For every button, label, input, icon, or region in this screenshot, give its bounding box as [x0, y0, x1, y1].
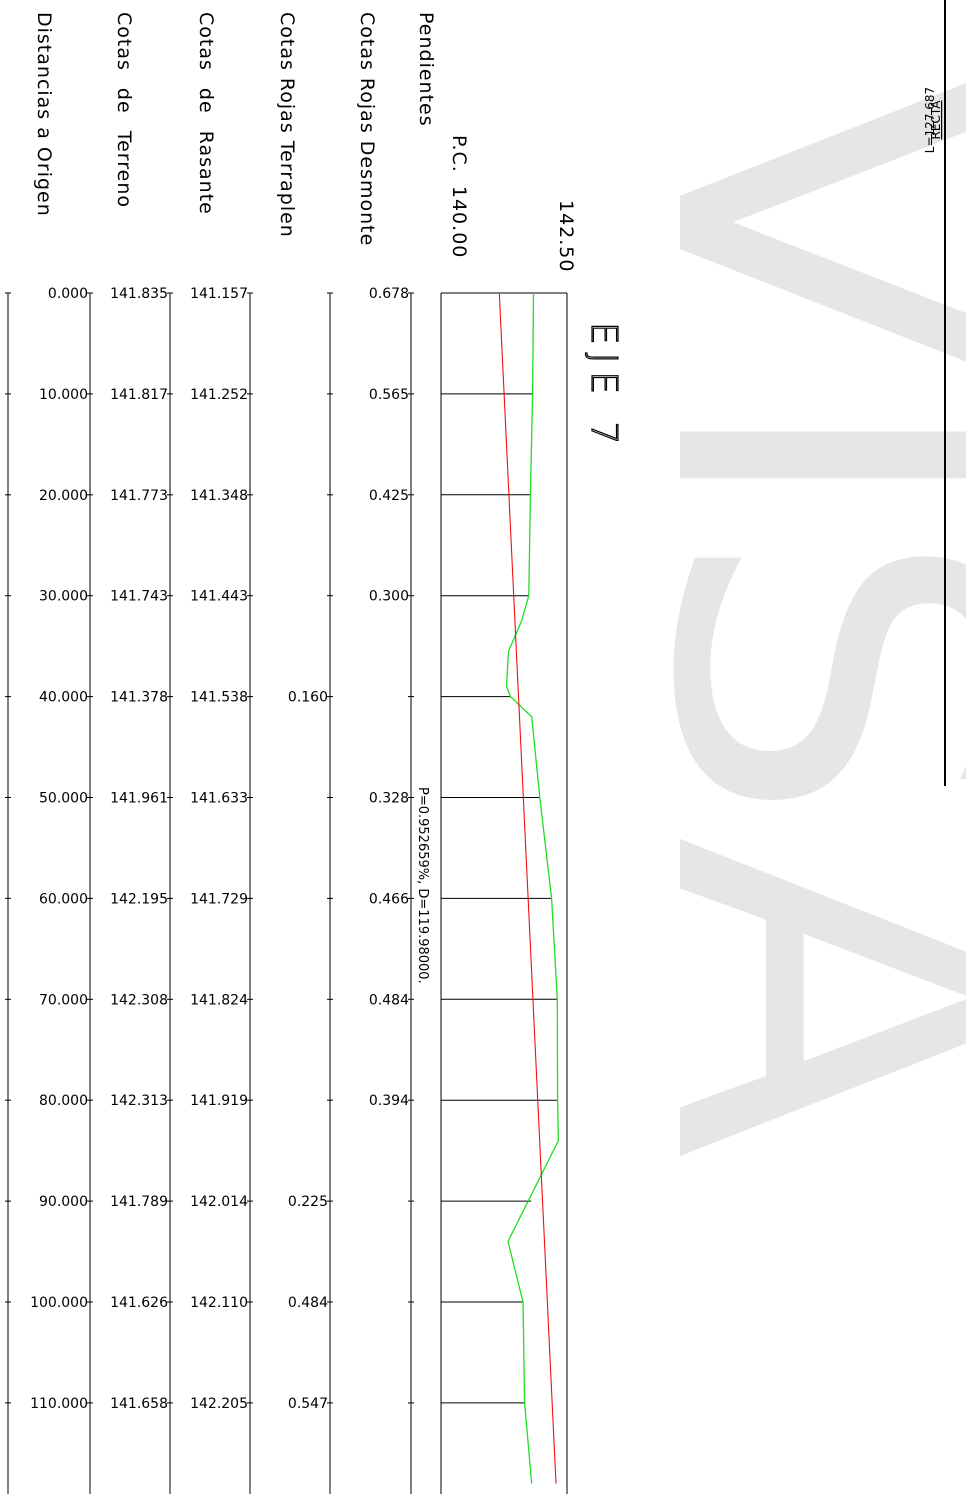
station-terraplen: 0.225	[288, 1194, 328, 1210]
profile-lines	[498, 292, 560, 1484]
station-terreno: 142.195	[110, 891, 168, 907]
alignment-length-label: L=127.687	[923, 87, 937, 153]
station-rasante: 141.157	[190, 286, 248, 302]
station-terreno: 142.308	[110, 992, 168, 1008]
station-terreno: 141.835	[110, 286, 168, 302]
station-terreno: 141.961	[110, 791, 168, 807]
station-distance: 50.000	[39, 791, 88, 807]
ground-profile-line	[505, 292, 560, 1484]
station-rasante: 141.443	[190, 589, 248, 605]
station-terreno: 141.743	[110, 589, 168, 605]
station-desmonte: 0.678	[369, 286, 409, 302]
station-distance: 70.000	[39, 992, 88, 1008]
station-terreno: 141.817	[110, 387, 168, 403]
station-terreno: 141.773	[110, 488, 168, 504]
station-distance: 20.000	[39, 488, 88, 504]
plane-reference-label: P.C. 140.00	[448, 135, 470, 258]
alignment-indicator: RECTA L=127.687	[923, 0, 946, 786]
station-terreno: 142.313	[110, 1093, 168, 1109]
station-rasante: 141.729	[190, 891, 248, 907]
station-rasante: 142.014	[190, 1194, 248, 1210]
station-terraplen: 0.160	[288, 690, 328, 706]
station-rasante: 141.538	[190, 690, 248, 706]
station-terraplen: 0.484	[288, 1295, 328, 1311]
station-distance: 10.000	[39, 387, 88, 403]
grade-profile-line	[498, 292, 557, 1484]
station-distance: 80.000	[39, 1093, 88, 1109]
row-label-distancias: Distancias a Origen	[33, 12, 55, 217]
slope-label: P=0.952659%, D=119.98000.	[415, 787, 430, 984]
station-rasante: 141.633	[190, 791, 248, 807]
station-rasante: 141.252	[190, 387, 248, 403]
station-terraplen: 0.547	[288, 1396, 328, 1412]
row-label-rasante: Cotas de Rasante	[195, 12, 217, 215]
row-label-desmonte: Cotas Rojas Desmonte	[356, 12, 378, 246]
station-terreno: 141.626	[110, 1295, 168, 1311]
station-rasante: 141.824	[190, 992, 248, 1008]
station-distance: 30.000	[39, 589, 88, 605]
header-row-labels: Distancias a Origen Cotas de Terreno Cot…	[33, 12, 577, 272]
station-terreno: 141.658	[110, 1396, 168, 1412]
row-label-terreno: Cotas de Terreno	[113, 12, 135, 208]
watermark: VISA	[571, 60, 966, 1162]
station-rows: 0.000 141.835 141.157 0.678 10.000 141.817 141…	[5, 286, 558, 1412]
band-column-lines	[7, 293, 412, 1494]
station-terreno: 141.789	[110, 1194, 168, 1210]
station-rasante: 142.205	[190, 1396, 248, 1412]
row-label-terraplen: Cotas Rojas Terraplen	[276, 12, 298, 238]
station-terreno: 141.378	[110, 690, 168, 706]
station-distance: 60.000	[39, 891, 88, 907]
alignment-type-label: RECTA	[929, 100, 943, 140]
station-desmonte: 0.565	[369, 387, 409, 403]
station-rasante: 141.348	[190, 488, 248, 504]
top-elevation-label: 142.50	[555, 200, 577, 272]
station-desmonte: 0.466	[369, 891, 409, 907]
station-rasante: 142.110	[190, 1295, 248, 1311]
profile-title: EJE 7	[583, 322, 624, 452]
station-desmonte: 0.425	[369, 488, 409, 504]
station-rasante: 141.919	[190, 1093, 248, 1109]
station-distance: 40.000	[39, 690, 88, 706]
station-distance: 100.000	[30, 1295, 88, 1311]
station-desmonte: 0.328	[369, 791, 409, 807]
station-distance: 0.000	[48, 286, 88, 302]
station-desmonte: 0.484	[369, 992, 409, 1008]
row-label-pendientes: Pendientes	[415, 12, 437, 127]
station-desmonte: 0.300	[369, 589, 409, 605]
station-distance: 110.000	[30, 1396, 88, 1412]
station-distance: 90.000	[39, 1194, 88, 1210]
station-desmonte: 0.394	[369, 1093, 409, 1109]
